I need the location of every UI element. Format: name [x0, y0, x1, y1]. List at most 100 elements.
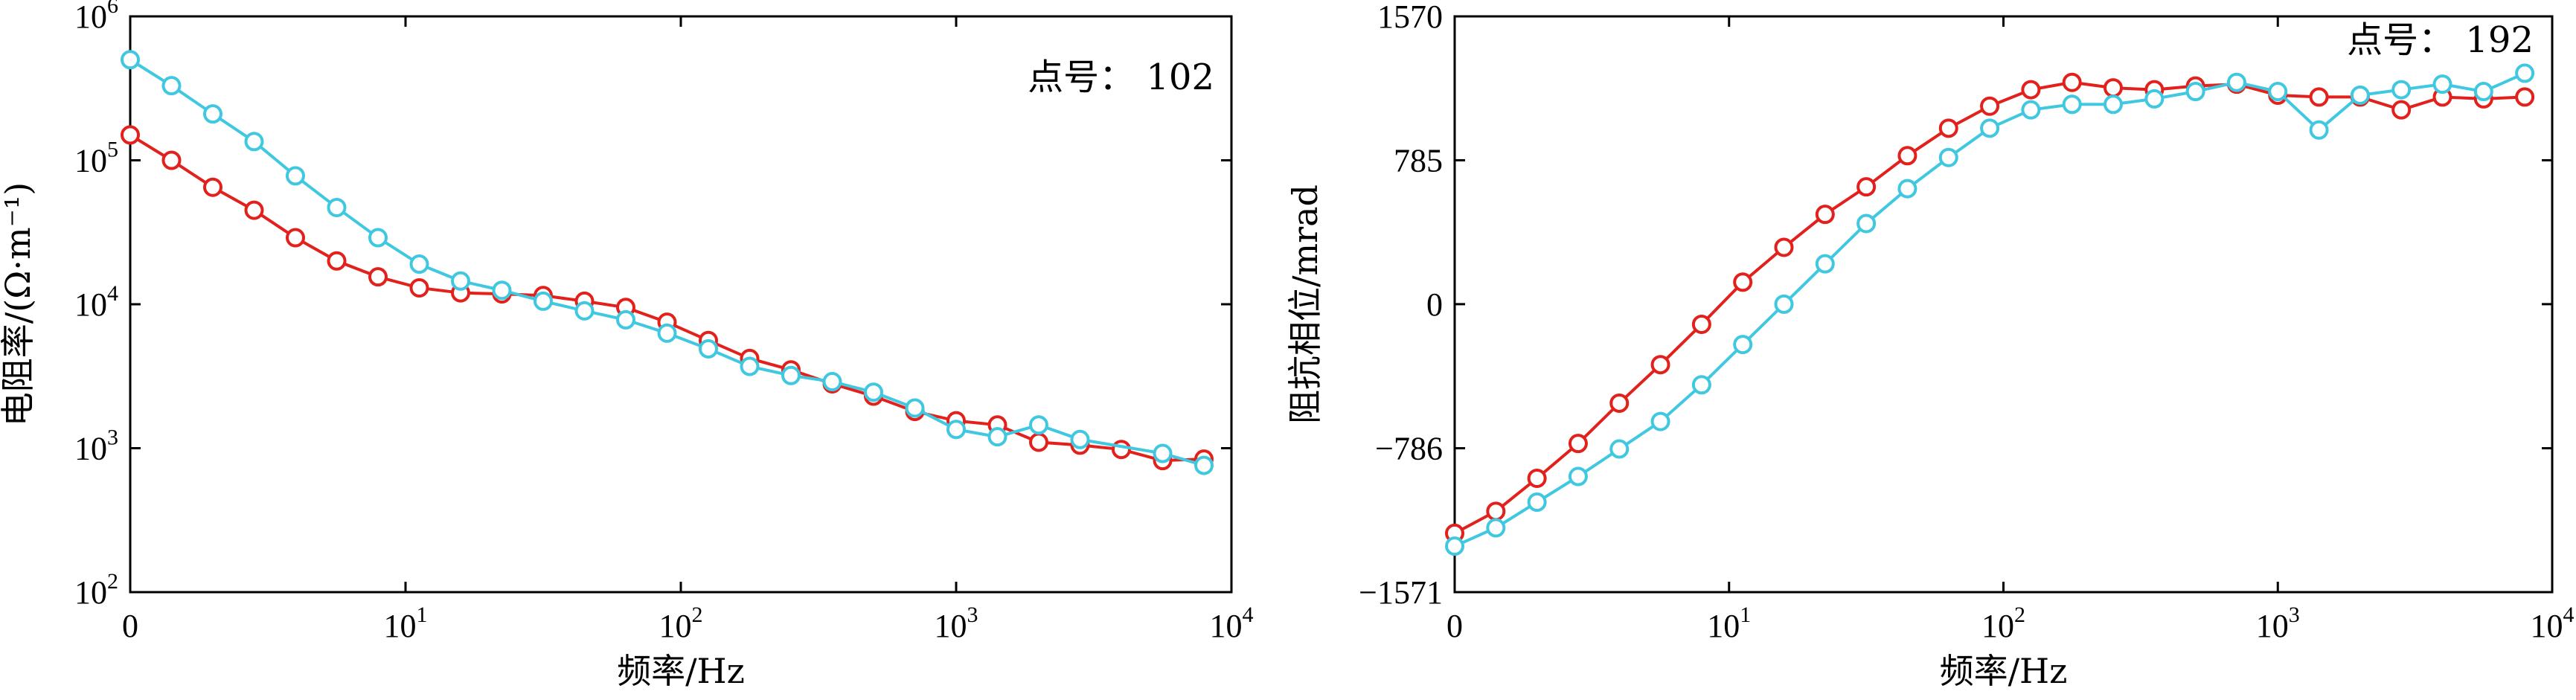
x-tick-label: 0: [122, 608, 138, 644]
series-1-point: [1815, 205, 1835, 225]
series-1-point: [1774, 237, 1794, 257]
series-1-point: [1938, 118, 1958, 138]
series-2-point: [161, 76, 182, 96]
series-2-point: [2391, 80, 2412, 100]
y-tick-label: 103: [74, 426, 118, 467]
series-line-1: [1454, 80, 2525, 535]
series-2-point: [2350, 85, 2370, 105]
series-2-point: [2432, 74, 2452, 94]
series-2-point: [1153, 443, 1173, 463]
series-2-point: [327, 197, 347, 217]
x-tick-label: 102: [659, 603, 703, 644]
series-1-point: [1856, 177, 1877, 197]
series-1-point: [1691, 314, 1711, 334]
series-1-point: [409, 277, 429, 298]
series-2-point: [286, 166, 305, 186]
series-2-point: [203, 104, 222, 124]
series-1-point: [203, 177, 222, 197]
series-2-point: [2185, 82, 2205, 102]
y-tick-label: 1570: [1377, 0, 1443, 35]
x-tick-label: 0: [1446, 608, 1463, 644]
series-2-point: [368, 228, 388, 248]
y-tick-label: 105: [74, 138, 118, 179]
series-2-point: [2062, 94, 2082, 115]
series-2-point: [1070, 429, 1090, 449]
series-1-point: [2391, 100, 2412, 120]
plot-frame: [129, 15, 1233, 594]
series-2-point: [2104, 94, 2123, 115]
series-2-point: [451, 271, 470, 291]
x-tick-label: 103: [935, 603, 978, 644]
series-2-point: [1856, 213, 1877, 234]
series-1-point: [2515, 87, 2535, 107]
series-1-point: [2021, 80, 2041, 100]
series-1-point: [2062, 72, 2082, 92]
series-1-point: [1609, 393, 1630, 413]
x-tick-label: 104: [1210, 603, 1254, 644]
series-2-point: [1029, 415, 1048, 435]
series-2-point: [574, 301, 595, 321]
x-axis-label: 频率/Hz: [1940, 651, 2068, 691]
x-tick-label: 102: [1981, 603, 2025, 644]
series-2-point: [492, 280, 512, 301]
series-1-point: [244, 200, 264, 220]
series-1-point: [1897, 146, 1917, 166]
series-1-point: [1980, 96, 2000, 116]
x-tick-label: 103: [2256, 603, 2300, 644]
x-tick-label: 104: [2531, 603, 2575, 644]
series-2-point: [1733, 335, 1753, 355]
series-2-point: [1938, 147, 1958, 167]
series-2-point: [946, 420, 966, 440]
y-tick-label: −786: [1375, 431, 1443, 467]
series-2-point: [1445, 536, 1464, 556]
series-2-point: [1815, 254, 1835, 274]
series-1-point: [1568, 434, 1588, 454]
series-2-point: [409, 254, 429, 274]
series-2-point: [781, 365, 801, 385]
series-2-point: [657, 323, 677, 343]
series-2-point: [1194, 455, 1214, 475]
series-1-point: [2309, 87, 2329, 107]
series-line-2: [1454, 71, 2525, 548]
series-2-point: [1691, 375, 1711, 395]
series-1-point: [1650, 355, 1670, 375]
y-tick-label: 102: [74, 569, 118, 611]
series-2-point: [864, 382, 883, 402]
series-2-point: [1527, 492, 1547, 513]
series-2-point: [244, 132, 264, 152]
series-2-point: [1897, 179, 1917, 199]
series-1-point: [1486, 501, 1506, 521]
series-2-point: [1486, 518, 1506, 538]
x-tick-label: 101: [384, 603, 428, 644]
series-1-point: [368, 267, 388, 287]
y-tick-label: 106: [74, 0, 118, 35]
plot-frame: [1453, 15, 2554, 594]
series-1-point: [1733, 272, 1753, 292]
series-2-point: [2515, 63, 2535, 83]
resistivity-chart: 0 101 102 103 104 102 103 104 105 106 频率/Hz 电阻率/(Ω·…: [0, 0, 1254, 691]
phase-chart: 0 101 102 103 104 1570 785 0 −786 −1571 频率/Hz 阻抗相位/…: [1285, 0, 2575, 691]
series-2-point: [534, 291, 553, 311]
series-2-point: [822, 372, 842, 392]
station-annotation: 点号： 192: [2347, 19, 2534, 61]
series-2-point: [2268, 82, 2288, 102]
series-2-point: [2021, 100, 2041, 120]
station-annotation: 点号： 102: [1028, 57, 1214, 98]
series-2-point: [2144, 89, 2165, 109]
series-2-point: [740, 356, 760, 376]
x-axis-label: 频率/Hz: [617, 651, 745, 691]
series-2-point: [987, 427, 1007, 447]
series-2-point: [2309, 120, 2329, 140]
series-1-point: [2104, 78, 2123, 98]
series-2-point: [905, 398, 925, 418]
series-1-point: [327, 251, 347, 271]
y-tick-label: 0: [1426, 286, 1443, 323]
series-2-point: [2226, 72, 2246, 92]
series-1-point: [161, 150, 182, 170]
series-2-point: [1650, 411, 1670, 431]
y-axis-label: 电阻率/(Ω·m⁻¹): [0, 182, 38, 427]
series-1-point: [1029, 432, 1048, 452]
series-2-point: [699, 338, 718, 359]
series-2-point: [1774, 294, 1794, 314]
y-tick-label: −1571: [1359, 574, 1443, 611]
